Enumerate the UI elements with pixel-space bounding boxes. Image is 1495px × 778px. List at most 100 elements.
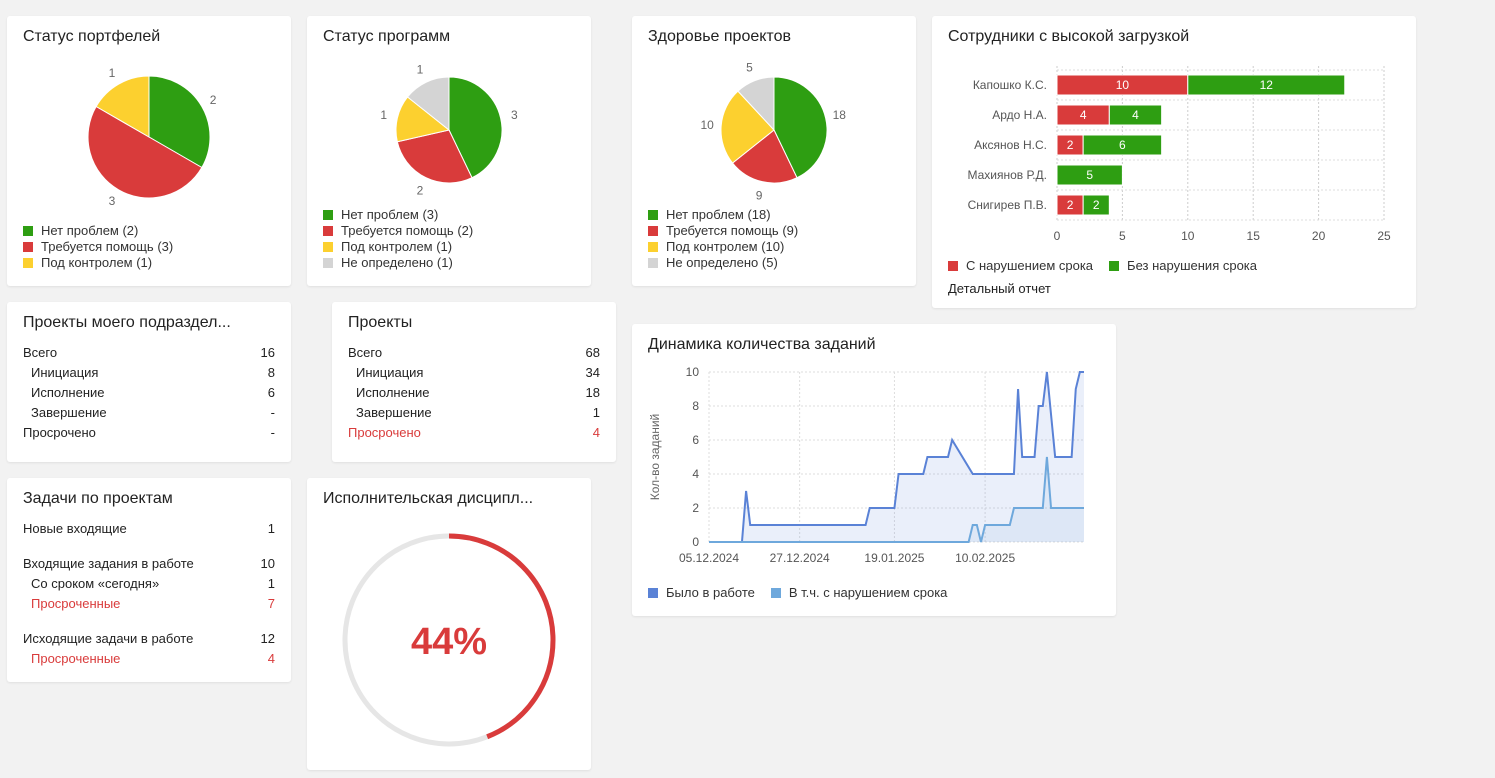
bar-value-label: 2 — [1093, 198, 1100, 212]
tasks-title: Задачи по проектам — [23, 490, 173, 507]
bar-value-label: 6 — [1119, 138, 1126, 152]
program-status-pie: 3 2 1 1 — [380, 63, 518, 198]
y-tick-label: 2 — [692, 501, 699, 515]
legend-item-overdue[interactable]: В т.ч. с нарушением срока — [770, 585, 947, 601]
pie-slice-label: 3 — [511, 108, 518, 122]
pie-slice-label: 2 — [417, 183, 424, 197]
pie-slice-1[interactable] — [396, 129, 473, 184]
pie-slice-label: 5 — [746, 61, 753, 75]
program-status-card: Статус программ 3 2 1 1 Нет проблем (3) Тре… — [307, 16, 591, 286]
x-tick-label: 15 — [1247, 229, 1261, 243]
pie-slice-label: 9 — [756, 188, 763, 202]
bar-segment[interactable] — [1082, 134, 1163, 156]
legend-item-no-problems[interactable]: Нет проблем (18) — [648, 207, 798, 223]
bar-value-label: 12 — [1260, 78, 1274, 92]
legend-item-under-control[interactable]: Под контролем (1) — [23, 255, 173, 271]
pie-slice-3[interactable] — [737, 76, 775, 132]
discipline-gauge: 44% — [342, 533, 556, 747]
dept-projects-card: Проекты моего подраздел... Всего 16 Иници… — [7, 302, 291, 462]
pie-slice-label: 1 — [380, 108, 387, 122]
program-status-legend: Нет проблем (3) Требуется помощь (2) Под… — [323, 207, 473, 271]
bar-value-label: 4 — [1132, 108, 1139, 122]
legend-item-no-problems[interactable]: Нет проблем (3) — [323, 207, 473, 223]
stat-row-incoming-overdue: Просроченные 7 — [31, 596, 275, 611]
stat-row-total: Всего 16 — [23, 345, 275, 360]
pie-slice-0[interactable] — [448, 76, 503, 179]
stat-row-overdue: Просрочено - — [23, 425, 275, 440]
stat-row-initiation: Инициация 34 — [356, 365, 600, 380]
stat-row-total: Всего 68 — [348, 345, 600, 360]
tasks-card: Задачи по проектам Новые входящие 1 Входя… — [7, 478, 291, 682]
pie-slice-label: 2 — [210, 93, 217, 107]
legend-item-overdue[interactable]: С нарушением срока — [948, 258, 1093, 274]
workload-title: Сотрудники с высокой загрузкой — [948, 28, 1190, 45]
pie-slice-1[interactable] — [87, 105, 203, 199]
x-tick-label: 05.12.2024 — [679, 551, 739, 565]
legend-item-undefined[interactable]: Не определено (1) — [323, 255, 473, 271]
portfolio-status-card: Статус портфелей 2 3 1 Нет проблем (2) Тре… — [7, 16, 291, 286]
projects-title: Проекты — [348, 314, 413, 331]
legend-item-undefined[interactable]: Не определено (5) — [648, 255, 798, 271]
bar-value-label: 4 — [1080, 108, 1087, 122]
stat-row-execution: Исполнение 6 — [31, 385, 275, 400]
stat-row-completion: Завершение - — [31, 405, 275, 420]
dynamics-legend: Было в работе В т.ч. с нарушением срока — [648, 585, 947, 601]
series-line[interactable] — [709, 371, 1084, 543]
discipline-card: Исполнительская дисципл... 44% — [307, 478, 591, 770]
dynamics-area-chart: 0 2 4 6 8 10 05.12.2024 27.12.2024 19.01.2025 10.… — [648, 365, 1084, 565]
pie-slice-2[interactable] — [95, 75, 150, 138]
pie-slice-1[interactable] — [731, 129, 798, 184]
x-tick-label: 27.12.2024 — [770, 551, 830, 565]
y-tick-label: Аксянов Н.С. — [974, 138, 1047, 152]
pie-slice-2[interactable] — [720, 90, 775, 164]
x-tick-label: 5 — [1119, 229, 1126, 243]
pie-slice-label: 1 — [109, 66, 116, 80]
bar-value-label: 2 — [1067, 138, 1074, 152]
legend-item-on-time[interactable]: Без нарушения срока — [1109, 258, 1257, 274]
x-tick-label: 10.02.2025 — [955, 551, 1015, 565]
bar-segment[interactable] — [1082, 194, 1110, 216]
stat-row-due-today: Со сроком «сегодня» 1 — [31, 576, 275, 591]
stat-row-outgoing-in-work: Исходящие задачи в работе 12 — [23, 631, 275, 646]
project-health-legend: Нет проблем (18) Требуется помощь (9) По… — [648, 207, 798, 271]
bar-segment[interactable] — [1108, 104, 1163, 126]
legend-item-in-work[interactable]: Было в работе — [648, 585, 755, 601]
stat-row-execution: Исполнение 18 — [356, 385, 600, 400]
stat-row-overdue: Просрочено 4 — [348, 425, 600, 440]
portfolio-status-title: Статус портфелей — [23, 28, 161, 45]
pie-slice-0[interactable] — [148, 75, 211, 169]
legend-item-need-help[interactable]: Требуется помощь (9) — [648, 223, 798, 239]
projects-card: Проекты Всего 68 Инициация 34 Исполнение 18… — [332, 302, 616, 462]
x-tick-label: 19.01.2025 — [864, 551, 924, 565]
project-health-title: Здоровье проектов — [648, 28, 791, 45]
bar-segment[interactable] — [1056, 164, 1123, 186]
dynamics-card: Динамика количества заданий 0 2 4 6 8 10 05.12… — [632, 324, 1116, 616]
y-tick-label: Ардо Н.А. — [992, 108, 1047, 122]
dept-projects-title: Проекты моего подраздел... — [23, 314, 231, 331]
stat-row-completion: Завершение 1 — [356, 405, 600, 420]
bar-segment[interactable] — [1187, 74, 1346, 96]
y-tick-label: Махиянов Р.Д. — [967, 168, 1047, 182]
series-line[interactable] — [709, 456, 1084, 543]
y-tick-label: 10 — [686, 365, 700, 379]
y-tick-label: 6 — [692, 433, 699, 447]
workload-legend: С нарушением срока Без нарушения срока — [948, 258, 1257, 274]
legend-item-under-control[interactable]: Под контролем (1) — [323, 239, 473, 255]
legend-item-need-help[interactable]: Требуется помощь (2) — [323, 223, 473, 239]
project-health-card: Здоровье проектов 18 9 10 5 Нет проблем (18… — [632, 16, 916, 286]
legend-item-need-help[interactable]: Требуется помощь (3) — [23, 239, 173, 255]
legend-item-no-problems[interactable]: Нет проблем (2) — [23, 223, 173, 239]
x-tick-label: 10 — [1181, 229, 1195, 243]
pie-slice-3[interactable] — [406, 76, 450, 132]
project-health-pie: 18 9 10 5 — [701, 61, 847, 203]
stat-row-initiation: Инициация 8 — [31, 365, 275, 380]
legend-item-under-control[interactable]: Под контролем (10) — [648, 239, 798, 255]
gauge-value-label: 44% — [411, 621, 487, 663]
pie-slice-0[interactable] — [773, 76, 828, 179]
detailed-report-link[interactable]: Детальный отчет — [948, 281, 1051, 296]
x-tick-label: 25 — [1377, 229, 1391, 243]
y-tick-label: 4 — [692, 467, 699, 481]
x-tick-label: 0 — [1054, 229, 1061, 243]
x-tick-label: 20 — [1312, 229, 1326, 243]
